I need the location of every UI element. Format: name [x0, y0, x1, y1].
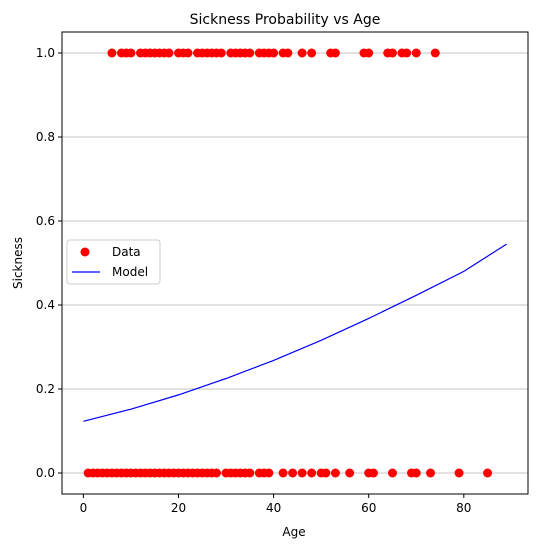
model-line [83, 243, 507, 422]
y-tick-label: 1.0 [36, 46, 55, 60]
data-point [364, 48, 374, 58]
data-point [107, 48, 117, 58]
data-point [245, 48, 255, 58]
data-point [483, 468, 493, 478]
y-tick-label: 0.2 [36, 382, 55, 396]
data-point [387, 48, 397, 58]
y-tick-label: 0.0 [36, 466, 55, 480]
data-point [402, 48, 412, 58]
data-point [264, 468, 274, 478]
legend: Data Model [66, 239, 161, 285]
data-point [387, 468, 397, 478]
data-point [411, 468, 421, 478]
y-tick-label: 0.8 [36, 130, 55, 144]
data-point [297, 48, 307, 58]
legend-data-label: Data [112, 245, 141, 259]
data-point [321, 468, 331, 478]
data-point [216, 48, 226, 58]
x-tick-label: 20 [171, 501, 186, 515]
y-axis-ticks: 0.0 0.2 0.4 0.6 0.8 1.0 [36, 46, 62, 480]
data-point [269, 48, 279, 58]
legend-box [66, 239, 161, 285]
data-point [330, 48, 340, 58]
data-point [212, 468, 222, 478]
data-point [345, 468, 355, 478]
data-point [288, 468, 298, 478]
data-point [307, 48, 317, 58]
data-point [245, 468, 255, 478]
y-tick-label: 0.4 [36, 298, 55, 312]
data-point [278, 468, 288, 478]
x-axis-ticks: 0 20 40 60 80 [80, 494, 471, 515]
legend-model-label: Model [112, 265, 148, 279]
data-point [330, 468, 340, 478]
x-axis-label: Age [282, 525, 305, 539]
data-point [454, 468, 464, 478]
data-point [307, 468, 317, 478]
data-point [164, 48, 174, 58]
plot-area [61, 31, 529, 495]
x-tick-label: 0 [80, 501, 88, 515]
plot-frame [61, 31, 529, 495]
data-point [411, 48, 421, 58]
chart-title: Sickness Probability vs Age [190, 12, 381, 28]
data-point [297, 468, 307, 478]
data-point [183, 48, 193, 58]
data-point [368, 468, 378, 478]
x-tick-label: 40 [266, 501, 281, 515]
y-tick-label: 0.6 [36, 214, 55, 228]
y-axis-label: Sickness [11, 237, 25, 289]
data-point [126, 48, 136, 58]
data-point [430, 48, 440, 58]
model-series [83, 243, 507, 422]
data-point [283, 48, 293, 58]
data-series [83, 48, 493, 478]
x-tick-label: 80 [456, 501, 471, 515]
legend-data-marker [80, 247, 90, 257]
data-point [426, 468, 436, 478]
x-tick-label: 60 [361, 501, 376, 515]
